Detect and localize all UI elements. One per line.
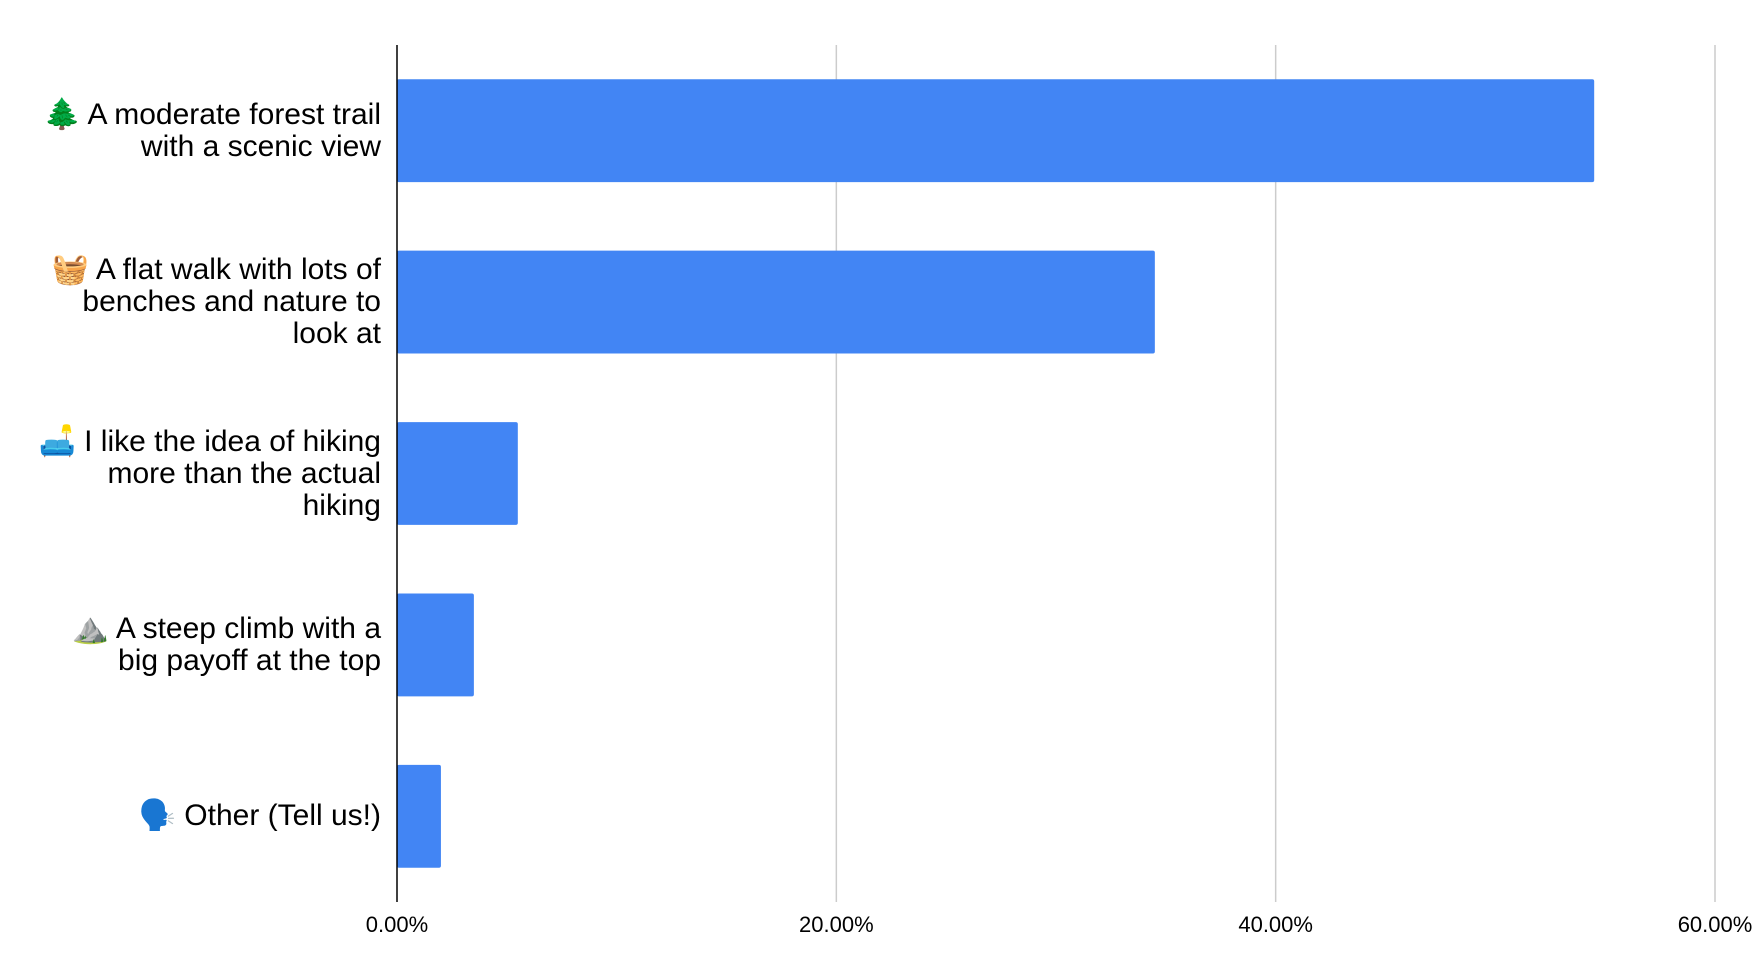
bar — [397, 79, 1595, 183]
x-tick-label: 20.00% — [799, 912, 874, 937]
y-tick-label: 🌲 A moderate forest trail with a scenic … — [43, 97, 382, 163]
x-tick-label: 40.00% — [1238, 912, 1313, 937]
bar — [397, 422, 518, 525]
bar — [397, 593, 474, 697]
y-tick-label: 🧺 A flat walk with lots of benches and n… — [51, 253, 381, 351]
x-tick-label: 60.00% — [1678, 912, 1753, 937]
x-tick-label: 0.00% — [366, 912, 428, 937]
y-tick-label: ⛰️ A steep climb with a big payoff at th… — [71, 611, 381, 677]
y-tick-label: 🛋️ I like the idea of hiking more than t… — [38, 424, 381, 522]
bar — [397, 764, 441, 868]
y-tick-label: 🗣️ Other (Tell us!) — [138, 799, 381, 833]
bar — [397, 250, 1155, 354]
